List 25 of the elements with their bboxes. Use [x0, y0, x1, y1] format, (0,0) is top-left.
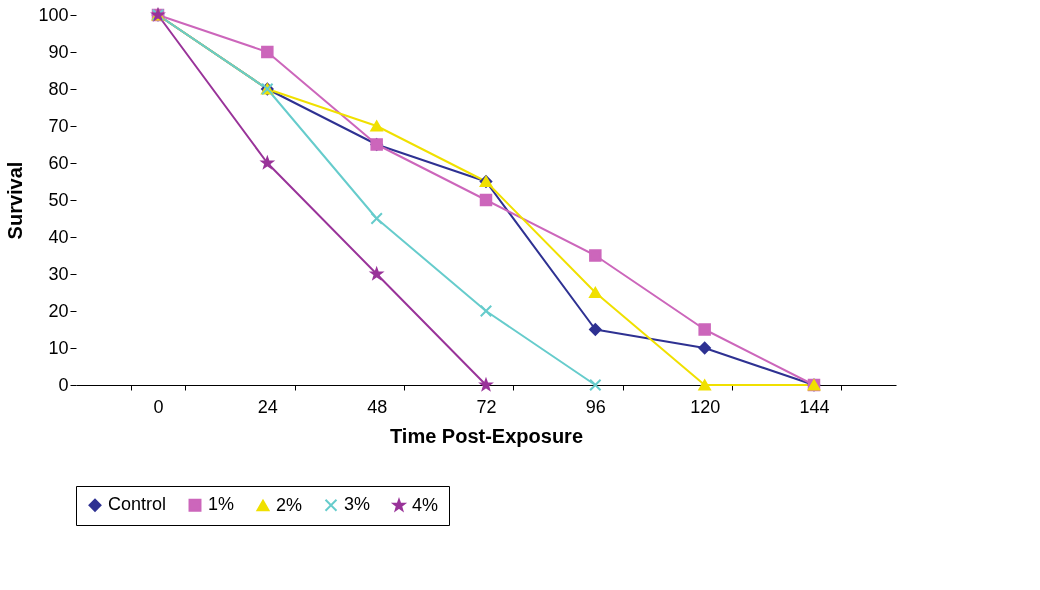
- y-tick-label: 40: [48, 226, 69, 247]
- y-tick-label: 30: [48, 263, 69, 284]
- legend-label: 1%: [208, 494, 235, 515]
- y-tick-label: 70: [48, 115, 69, 136]
- x-tick-label: 72: [476, 396, 497, 417]
- legend-label: Control: [108, 494, 167, 515]
- y-tick-label: 60: [48, 152, 69, 173]
- x-tick-label: 0: [153, 396, 164, 417]
- y-tick-label: 50: [48, 189, 69, 210]
- y-tick-label: 0: [58, 374, 69, 395]
- x-axis-title: Time Post-Exposure: [389, 424, 584, 447]
- y-tick-label: 100: [38, 4, 69, 25]
- y-tick-label: 20: [48, 300, 69, 321]
- y-tick-label: 10: [48, 337, 69, 358]
- legend-label: 4%: [412, 494, 439, 515]
- y-axis-title: Survival: [4, 161, 27, 240]
- y-tick-label: 80: [48, 78, 69, 99]
- x-tick-label: 144: [799, 396, 830, 417]
- x-tick-label: 120: [690, 396, 721, 417]
- legend-label: 3%: [344, 494, 371, 515]
- legend-label: 2%: [276, 494, 303, 515]
- x-tick-label: 48: [367, 396, 388, 417]
- y-tick-label: 90: [48, 41, 69, 62]
- x-tick-label: 24: [257, 396, 278, 417]
- x-tick-label: 96: [585, 396, 606, 417]
